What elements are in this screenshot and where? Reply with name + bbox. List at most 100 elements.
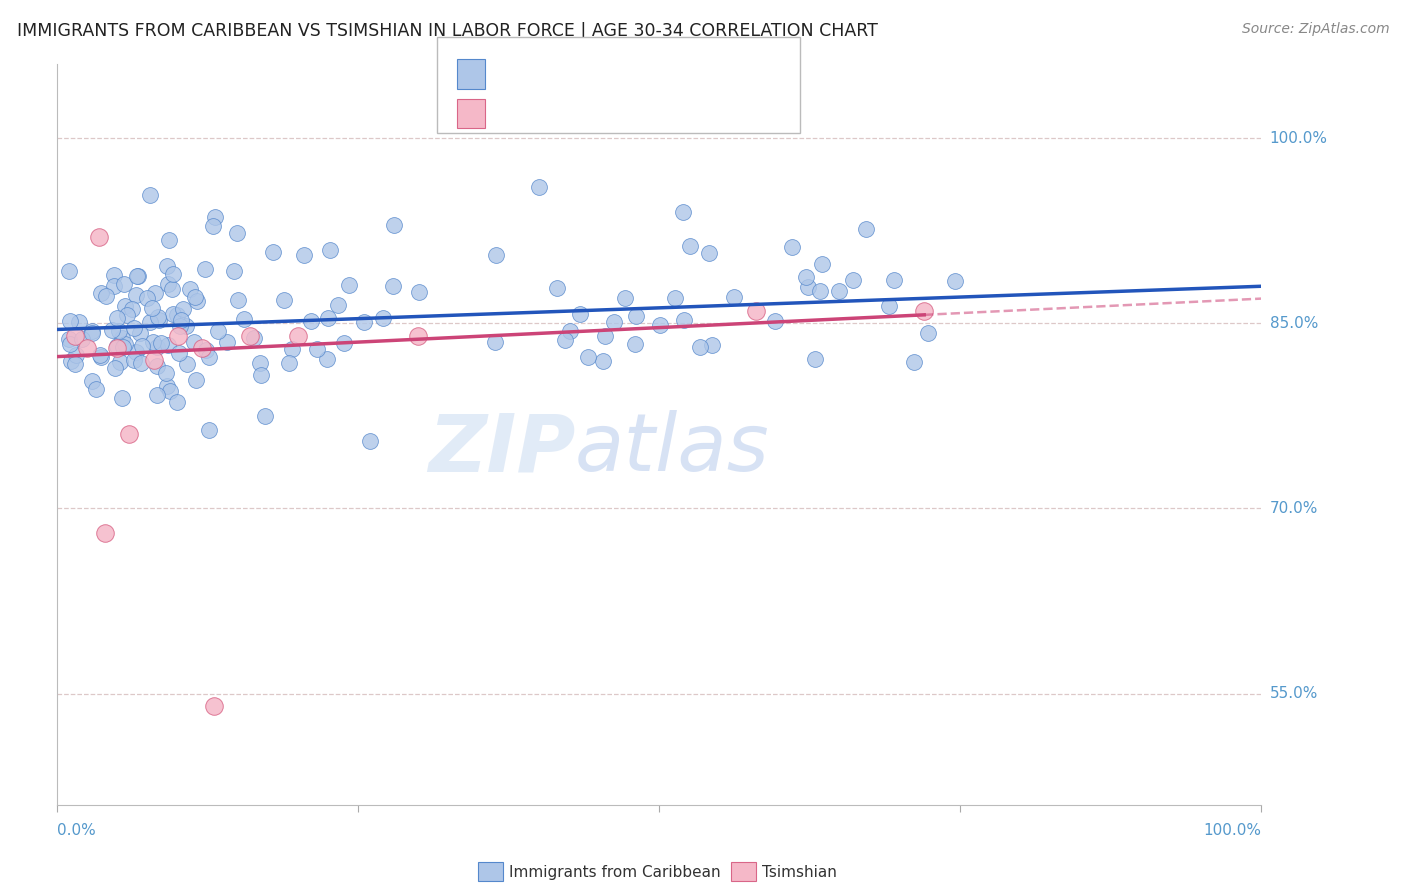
Point bbox=[804, 351, 827, 366]
Point bbox=[723, 290, 745, 304]
Point bbox=[190, 341, 212, 355]
Point bbox=[142, 334, 165, 349]
Point bbox=[408, 328, 430, 343]
Point bbox=[162, 307, 184, 321]
Point bbox=[337, 277, 360, 292]
Point bbox=[143, 286, 166, 301]
Text: 70.0%: 70.0% bbox=[1270, 501, 1317, 516]
Point bbox=[808, 284, 831, 298]
Point bbox=[194, 261, 217, 276]
Text: Source: ZipAtlas.com: Source: ZipAtlas.com bbox=[1241, 22, 1389, 37]
Point bbox=[59, 337, 82, 351]
Point bbox=[183, 334, 205, 349]
Text: N =: N = bbox=[578, 104, 614, 122]
Text: 0.202: 0.202 bbox=[522, 65, 574, 83]
Text: 0.0%: 0.0% bbox=[58, 823, 96, 838]
Point bbox=[207, 324, 229, 338]
Text: 100.0%: 100.0% bbox=[1270, 130, 1327, 145]
Point bbox=[408, 285, 430, 300]
Point bbox=[827, 284, 849, 298]
Point bbox=[797, 279, 820, 293]
Point bbox=[371, 310, 394, 325]
Point bbox=[145, 341, 167, 355]
Point bbox=[224, 264, 246, 278]
Point bbox=[593, 328, 616, 343]
Point bbox=[204, 210, 226, 224]
Point bbox=[672, 205, 695, 219]
Point bbox=[139, 315, 162, 329]
Point bbox=[381, 278, 404, 293]
Point bbox=[945, 274, 967, 288]
Text: 15: 15 bbox=[614, 104, 643, 122]
Point bbox=[273, 293, 295, 308]
Point bbox=[546, 281, 568, 295]
Point bbox=[136, 291, 159, 305]
Point bbox=[226, 293, 249, 307]
Point bbox=[146, 310, 169, 325]
Point bbox=[118, 427, 141, 442]
Text: R =: R = bbox=[494, 65, 530, 83]
Point bbox=[94, 289, 117, 303]
Point bbox=[157, 233, 180, 247]
Point bbox=[202, 698, 225, 713]
Point bbox=[484, 335, 506, 350]
Point bbox=[105, 310, 128, 325]
Point bbox=[917, 326, 939, 340]
Point bbox=[169, 319, 191, 334]
Point bbox=[103, 268, 125, 282]
Point bbox=[333, 335, 356, 350]
Point bbox=[141, 301, 163, 315]
Point bbox=[184, 374, 207, 388]
Point bbox=[111, 331, 134, 345]
Point bbox=[201, 219, 224, 233]
Point bbox=[176, 357, 198, 371]
Point bbox=[89, 348, 111, 362]
Point bbox=[305, 342, 328, 356]
Point bbox=[65, 328, 87, 343]
Point bbox=[94, 526, 117, 541]
Point bbox=[250, 368, 273, 382]
Point bbox=[744, 304, 766, 318]
Point bbox=[174, 318, 197, 333]
Point bbox=[90, 286, 112, 301]
Point bbox=[148, 313, 170, 327]
Point bbox=[883, 273, 905, 287]
Point bbox=[558, 325, 581, 339]
Point bbox=[232, 311, 254, 326]
Point bbox=[278, 356, 301, 370]
Point bbox=[166, 308, 188, 322]
Point bbox=[249, 356, 271, 370]
Text: 146: 146 bbox=[610, 65, 645, 83]
Point bbox=[485, 248, 508, 262]
Point bbox=[124, 321, 146, 335]
Text: IMMIGRANTS FROM CARIBBEAN VS TSIMSHIAN IN LABOR FORCE | AGE 30-34 CORRELATION CH: IMMIGRANTS FROM CARIBBEAN VS TSIMSHIAN I… bbox=[17, 22, 877, 40]
Text: 85.0%: 85.0% bbox=[1270, 316, 1317, 331]
Point bbox=[602, 314, 624, 328]
Point bbox=[664, 291, 686, 305]
Point bbox=[149, 336, 172, 351]
Point bbox=[763, 313, 786, 327]
Text: R =: R = bbox=[494, 104, 530, 122]
Point bbox=[76, 341, 98, 355]
Point bbox=[569, 306, 592, 320]
Point bbox=[100, 323, 122, 337]
Point bbox=[103, 278, 125, 293]
Point bbox=[105, 341, 128, 355]
Point bbox=[90, 350, 112, 364]
Point bbox=[167, 345, 190, 359]
Point bbox=[114, 337, 136, 351]
Point bbox=[239, 328, 262, 343]
Point bbox=[254, 409, 277, 423]
Point bbox=[292, 248, 315, 262]
Point bbox=[316, 352, 339, 367]
Point bbox=[121, 302, 143, 317]
Point bbox=[80, 374, 103, 388]
Point bbox=[912, 304, 935, 318]
Point bbox=[576, 350, 599, 364]
Point bbox=[183, 290, 205, 304]
Point bbox=[111, 391, 134, 405]
Point bbox=[877, 300, 900, 314]
Text: 0.392: 0.392 bbox=[522, 104, 575, 122]
Point bbox=[624, 309, 647, 323]
Point bbox=[142, 353, 165, 368]
